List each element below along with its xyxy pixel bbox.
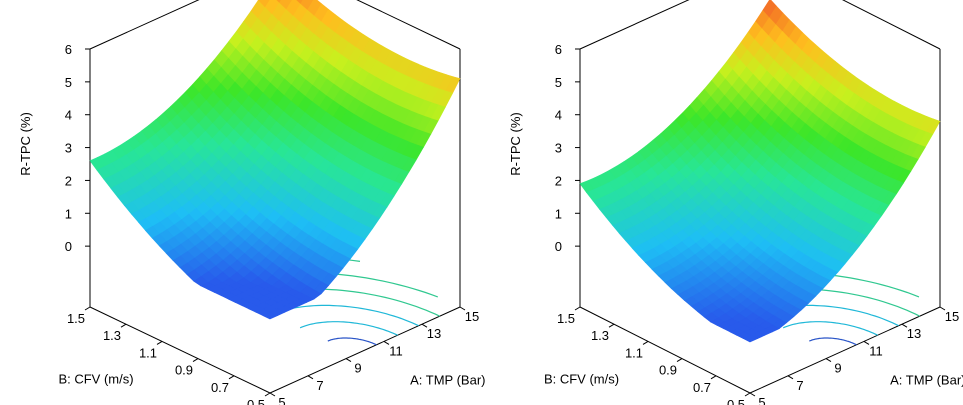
x-tick-label: 5 <box>758 395 765 405</box>
y-tick-mark <box>264 392 271 397</box>
x-tick-label: 7 <box>796 378 803 393</box>
y-tick-mark <box>228 375 235 380</box>
x-tick-label: 7 <box>316 378 323 393</box>
x-axis-line <box>269 306 461 394</box>
z-tick-label: 6 <box>65 42 72 57</box>
z-tick-label: 2 <box>555 173 562 188</box>
z-tick-label: 4 <box>555 108 562 123</box>
x-tick-label: 11 <box>389 343 403 358</box>
z-tick-label: 1 <box>555 206 562 221</box>
y-ticks: 0.5 0.7 0.9 1.1 1.3 1.5 <box>67 306 271 405</box>
y-tick-label: 1.3 <box>103 328 121 343</box>
y-tick-label: 0.5 <box>247 397 265 405</box>
y-axis-line <box>89 306 271 394</box>
surface-cell <box>262 312 279 320</box>
y-tick-label: 1.5 <box>557 311 575 326</box>
surface <box>89 0 461 320</box>
x-ticks: 5 7 9 11 13 15 <box>749 306 959 405</box>
x-tick-label: 15 <box>465 309 479 324</box>
y-tick-mark <box>192 358 199 363</box>
y-tick-label: 0.7 <box>211 380 229 395</box>
x-tick-mark <box>383 340 390 345</box>
z-tick-label: 1 <box>65 206 72 221</box>
y-tick-mark <box>156 340 163 345</box>
z-tick-label: 0 <box>65 239 72 254</box>
x-tick-mark <box>421 323 428 328</box>
z-tick-label: 6 <box>555 42 562 57</box>
x-tick-label: 13 <box>907 326 921 341</box>
y-ticks: 0.5 0.7 0.9 1.1 1.3 1.5 <box>557 306 751 405</box>
x-tick-mark <box>787 375 794 380</box>
y-tick-label: 1.1 <box>625 345 643 360</box>
y-tick-mark <box>574 306 581 311</box>
top-right-edge <box>356 0 461 50</box>
x-tick-mark <box>749 392 756 397</box>
y-tick-mark <box>608 323 615 328</box>
z-tick-label: 2 <box>65 173 72 188</box>
y-tick-mark <box>642 340 649 345</box>
y-tick-label: 0.5 <box>727 397 745 405</box>
top-left-edge <box>89 0 200 50</box>
x-tick-label: 5 <box>278 395 285 405</box>
y-tick-mark <box>84 306 91 311</box>
surface-cell <box>275 0 282 4</box>
y-tick-label: 1.3 <box>591 328 609 343</box>
surface <box>579 0 941 343</box>
z-tick-label: 5 <box>65 75 72 90</box>
y-tick-mark <box>710 375 717 380</box>
x-tick-label: 15 <box>945 309 959 324</box>
top-left-edge <box>579 0 690 50</box>
y-tick-label: 1.5 <box>67 311 85 326</box>
x-tick-mark <box>345 358 352 363</box>
x-ticks: 5 7 9 11 13 15 <box>269 306 479 405</box>
surface-cell <box>742 335 758 343</box>
y-axis-line <box>579 306 751 394</box>
contour-line <box>809 337 857 346</box>
x-tick-label: 11 <box>869 343 883 358</box>
z-tick-label: 3 <box>555 141 562 156</box>
z-tick-label: 4 <box>65 108 72 123</box>
z-ticks: 0 1 2 3 4 5 6 <box>555 42 580 254</box>
y-tick-label: 0.9 <box>659 363 677 378</box>
x-tick-mark <box>269 392 276 397</box>
z-tick-label: 3 <box>65 141 72 156</box>
contour-line <box>782 321 878 336</box>
x-tick-mark <box>825 358 832 363</box>
z-axis-label: R-TPC (%) <box>508 112 523 176</box>
x-tick-mark <box>863 340 870 345</box>
x-tick-label: 9 <box>354 361 361 376</box>
y-tick-label: 1.1 <box>139 345 157 360</box>
y-tick-label: 0.7 <box>693 380 711 395</box>
z-axis-label: R-TPC (%) <box>18 112 33 176</box>
y-tick-mark <box>120 323 127 328</box>
x-tick-mark <box>939 306 946 311</box>
z-tick-label: 0 <box>555 239 562 254</box>
x-axis-label: A: TMP (Bar) <box>890 373 963 388</box>
x-tick-mark <box>901 323 908 328</box>
x-tick-mark <box>307 375 314 380</box>
y-tick-mark <box>676 358 683 363</box>
y-tick-label: 0.9 <box>175 363 193 378</box>
contour-line <box>327 337 377 346</box>
x-tick-label: 9 <box>834 361 841 376</box>
z-ticks: 0 1 2 3 4 5 6 <box>65 42 90 254</box>
top-right-edge <box>842 0 941 50</box>
y-tick-mark <box>744 392 751 397</box>
x-tick-mark <box>459 306 466 311</box>
x-tick-label: 13 <box>427 326 441 341</box>
z-tick-label: 5 <box>555 75 562 90</box>
x-axis-line <box>749 306 941 394</box>
x-axis-label: A: TMP (Bar) <box>410 373 485 388</box>
y-axis-label: B: CFV (m/s) <box>544 372 619 387</box>
contour-line <box>299 321 398 336</box>
y-axis-label: B: CFV (m/s) <box>58 372 133 387</box>
